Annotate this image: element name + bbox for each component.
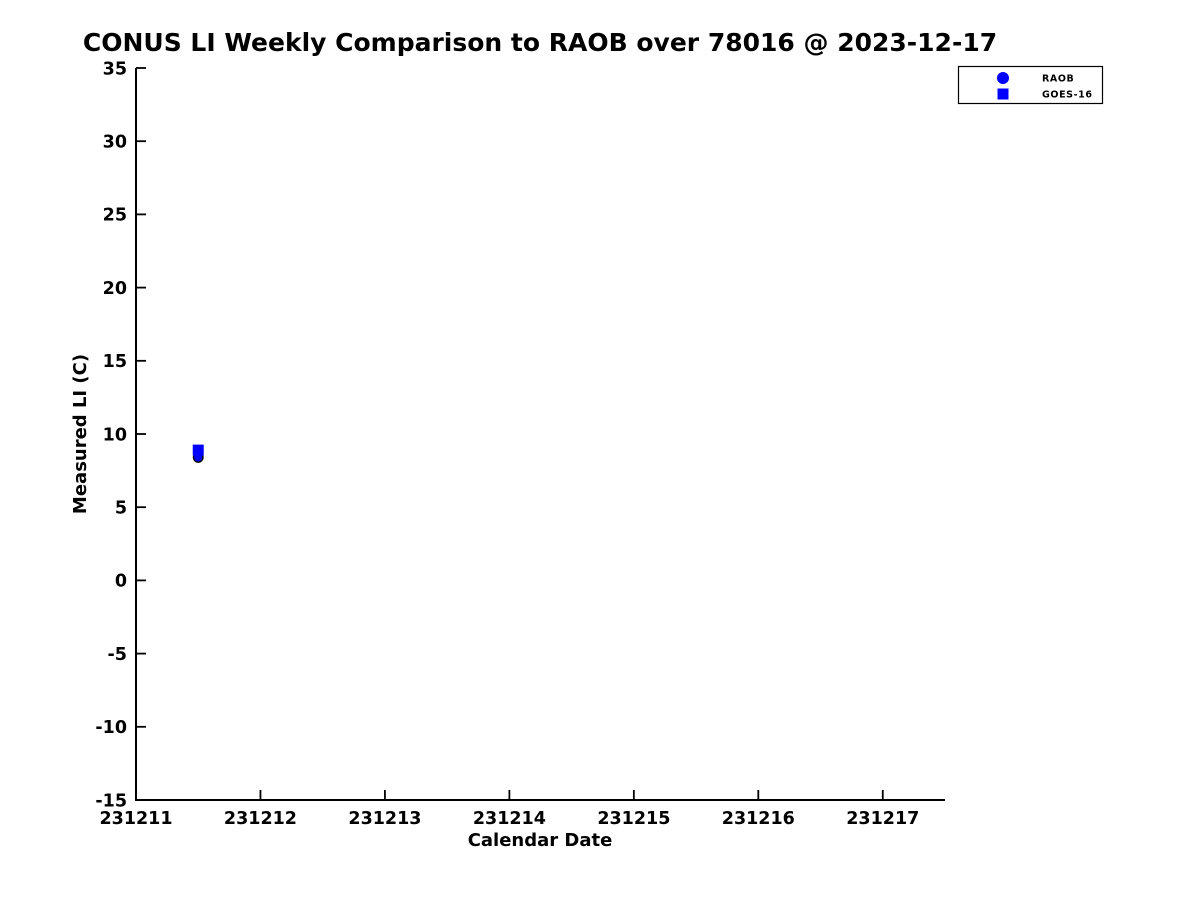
y-tick-label: 10 [103,425,127,445]
y-tick-label: 20 [103,279,127,299]
y-tick-label: -5 [108,645,127,665]
y-tick-label: -10 [95,718,127,738]
x-tick-label: 231217 [846,809,919,829]
legend-marker-goes-16 [997,88,1009,100]
y-axis-label: Measured LI (C) [70,354,91,514]
legend-label-goes-16: GOES-16 [1042,90,1093,101]
y-tick-label: 5 [115,499,127,519]
y-tick-label: 35 [103,59,127,79]
y-tick-label: 25 [103,206,127,226]
point-goes-16 [192,444,204,456]
x-tick-label: 231213 [348,809,421,829]
y-tick-label: 0 [115,572,127,592]
x-tick-label: 231215 [597,809,670,829]
x-tick-label: 231216 [722,809,795,829]
x-axis-label: Calendar Date [468,830,613,851]
data-points [192,444,204,463]
x-tick-label: 231211 [99,809,172,829]
legend-marker-raob [997,72,1009,84]
chart-title: CONUS LI Weekly Comparison to RAOB over … [83,28,997,57]
legend-box [957,65,1104,105]
y-tick-label: -15 [95,791,127,811]
y-tick-label: 30 [103,133,127,153]
y-tick-label: 15 [103,352,127,372]
x-tick-label: 231214 [473,809,546,829]
legend: RAOB GOES-16 [957,65,1104,105]
legend-label-raob: RAOB [1042,74,1074,85]
x-tick-label: 231212 [224,809,297,829]
axis-lines [135,68,945,801]
